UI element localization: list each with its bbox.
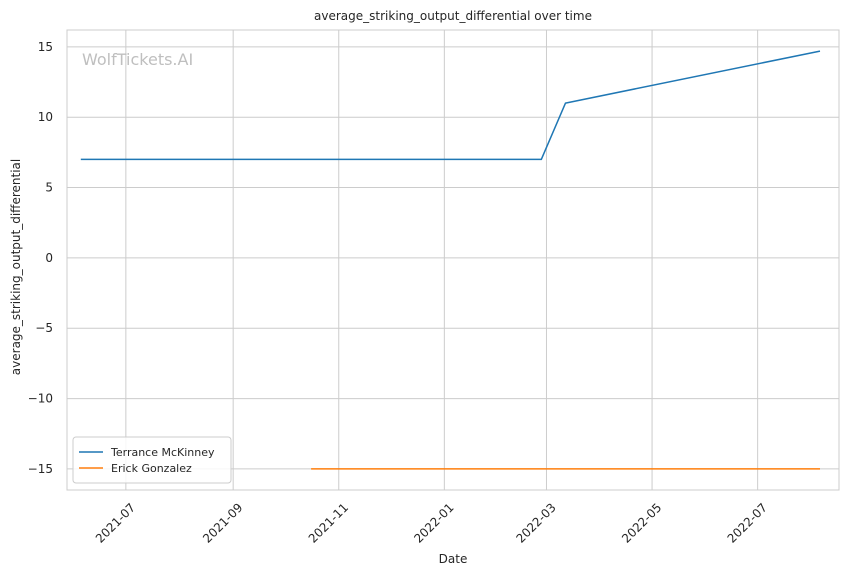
y-axis-ticks: 15 10 5 0 −5 −10 −15 xyxy=(28,40,53,476)
y-tick-label: 5 xyxy=(45,181,53,195)
series-line-terrance-mckinney xyxy=(80,50,821,161)
series-lines xyxy=(80,50,821,470)
plot-area: WolfTickets.AI xyxy=(66,29,840,491)
watermark-text: WolfTickets.AI xyxy=(82,50,193,69)
legend-label: Terrance McKinney xyxy=(110,446,215,459)
legend-label: Erick Gonzalez xyxy=(111,462,192,475)
y-tick-label: 10 xyxy=(38,110,53,124)
y-axis-label: average_striking_output_differential xyxy=(9,159,23,375)
plot-frame xyxy=(66,29,840,491)
chart-title: average_striking_output_differential ove… xyxy=(314,9,592,23)
legend: Terrance McKinney Erick Gonzalez xyxy=(72,436,232,484)
y-tick-label: 0 xyxy=(45,251,53,265)
x-axis-label: Date xyxy=(439,552,468,566)
y-tick-label: −5 xyxy=(35,321,53,335)
y-tick-label: 15 xyxy=(38,40,53,54)
legend-box xyxy=(72,436,232,484)
y-tick-label: −10 xyxy=(28,392,53,406)
y-tick-label: −15 xyxy=(28,462,53,476)
plot-background xyxy=(67,30,839,490)
